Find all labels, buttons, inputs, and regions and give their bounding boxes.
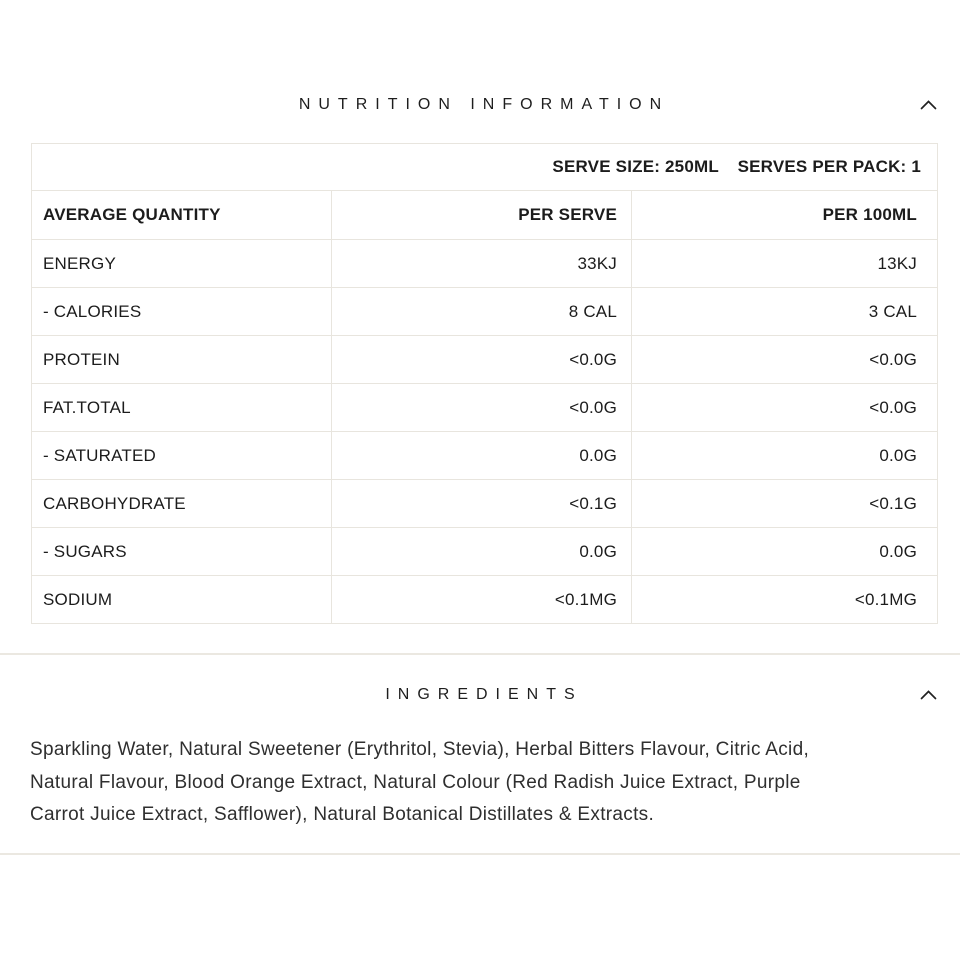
- nutrition-accordion-header[interactable]: NUTRITION INFORMATION: [0, 94, 960, 116]
- per-serve-value: 0.0G: [331, 431, 632, 480]
- table-row-protein: PROTEIN <0.0G <0.0G: [31, 335, 938, 384]
- nutrition-table: SERVE SIZE: 250ML SERVES PER PACK: 1 AVE…: [31, 143, 938, 624]
- section-divider: [0, 852, 960, 855]
- per-100ml-value: <0.0G: [631, 335, 938, 384]
- table-header-row: AVERAGE QUANTITY PER SERVE PER 100ML: [31, 190, 938, 240]
- serves-per-pack-text: SERVES PER PACK: 1: [737, 157, 921, 176]
- nutrition-section-title: NUTRITION INFORMATION: [298, 96, 670, 113]
- nutrient-label: - SUGARS: [31, 527, 332, 576]
- column-header-per-serve: PER SERVE: [331, 190, 632, 240]
- per-100ml-value: 0.0G: [631, 431, 938, 480]
- nutrient-label: FAT.TOTAL: [31, 383, 332, 432]
- table-row-energy: ENERGY 33KJ 13KJ: [31, 239, 938, 288]
- nutrient-label: CARBOHYDRATE: [31, 479, 332, 528]
- table-row-sugars: - SUGARS 0.0G 0.0G: [31, 527, 938, 576]
- nutrient-label: SODIUM: [31, 575, 332, 624]
- per-serve-value: 33KJ: [331, 239, 632, 288]
- per-100ml-value: 0.0G: [631, 527, 938, 576]
- ingredients-text: Sparkling Water, Natural Sweetener (Eryt…: [30, 739, 810, 825]
- column-header-per-100ml: PER 100ML: [631, 190, 938, 240]
- per-serve-value: <0.0G: [331, 383, 632, 432]
- section-divider: [0, 653, 960, 655]
- table-row-saturated: - SATURATED 0.0G 0.0G: [31, 431, 938, 480]
- serve-info-cell: SERVE SIZE: 250ML SERVES PER PACK: 1: [31, 143, 938, 191]
- ingredients-section-title: INGREDIENTS: [385, 686, 583, 703]
- per-100ml-value: 13KJ: [631, 239, 938, 288]
- per-100ml-value: <0.1MG: [631, 575, 938, 624]
- chevron-up-icon[interactable]: [920, 100, 937, 110]
- serve-size-text: SERVE SIZE: 250ML: [552, 157, 719, 176]
- serve-info-row: SERVE SIZE: 250ML SERVES PER PACK: 1: [31, 143, 938, 191]
- column-header-average-quantity: AVERAGE QUANTITY: [31, 190, 332, 240]
- ingredients-section: INGREDIENTS Sparkling Water, Natural Swe…: [0, 684, 960, 832]
- per-serve-value: <0.1MG: [331, 575, 632, 624]
- table-row-calories: - CALORIES 8 CAL 3 CAL: [31, 287, 938, 336]
- table-row-fat-total: FAT.TOTAL <0.0G <0.0G: [31, 383, 938, 432]
- per-serve-value: 0.0G: [331, 527, 632, 576]
- per-serve-value: <0.1G: [331, 479, 632, 528]
- nutrient-label: - CALORIES: [31, 287, 332, 336]
- table-row-carbohydrate: CARBOHYDRATE <0.1G <0.1G: [31, 479, 938, 528]
- ingredients-accordion-header[interactable]: INGREDIENTS: [0, 684, 960, 706]
- table-row-sodium: SODIUM <0.1MG <0.1MG: [31, 575, 938, 624]
- nutrient-label: - SATURATED: [31, 431, 332, 480]
- per-100ml-value: <0.0G: [631, 383, 938, 432]
- nutrition-section: NUTRITION INFORMATION SERVE SIZE: 250ML …: [0, 94, 960, 624]
- nutrient-label: PROTEIN: [31, 335, 332, 384]
- chevron-up-icon[interactable]: [920, 690, 937, 700]
- per-100ml-value: 3 CAL: [631, 287, 938, 336]
- per-serve-value: <0.0G: [331, 335, 632, 384]
- per-serve-value: 8 CAL: [331, 287, 632, 336]
- per-100ml-value: <0.1G: [631, 479, 938, 528]
- nutrient-label: ENERGY: [31, 239, 332, 288]
